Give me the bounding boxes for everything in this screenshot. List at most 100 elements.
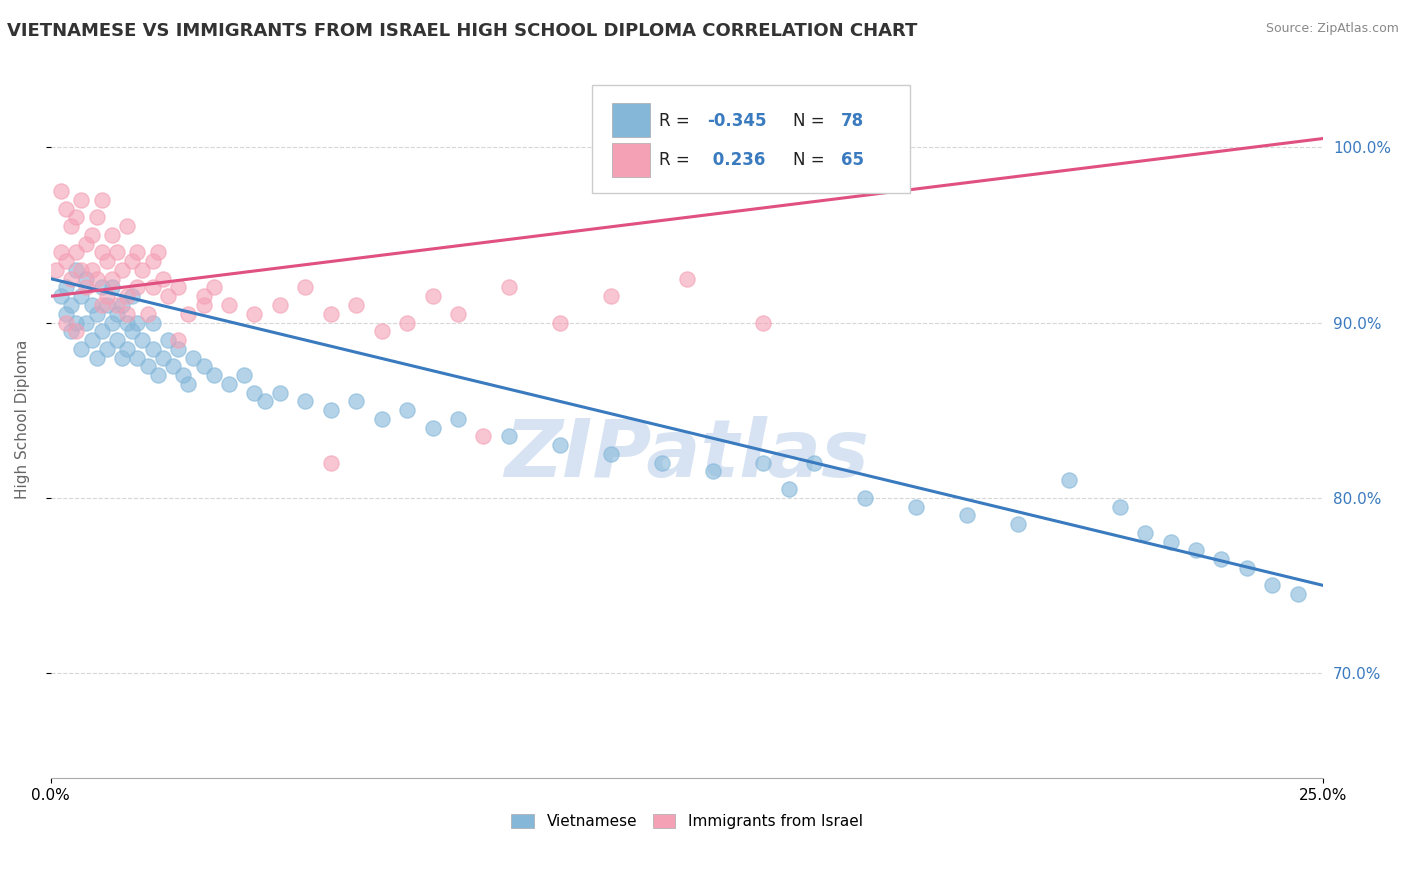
Point bbox=[447, 412, 470, 426]
Point bbox=[111, 351, 134, 365]
Point bbox=[146, 245, 169, 260]
Point bbox=[319, 456, 342, 470]
Point bbox=[75, 316, 97, 330]
Point bbox=[121, 289, 143, 303]
Point bbox=[86, 211, 108, 225]
Point bbox=[90, 280, 112, 294]
Point bbox=[127, 351, 149, 365]
Point bbox=[115, 316, 138, 330]
Point bbox=[70, 289, 93, 303]
Point bbox=[142, 254, 165, 268]
Point bbox=[127, 245, 149, 260]
FancyBboxPatch shape bbox=[612, 103, 650, 137]
Point bbox=[90, 245, 112, 260]
Point bbox=[142, 280, 165, 294]
Point bbox=[55, 307, 77, 321]
Point bbox=[136, 359, 159, 374]
Point bbox=[177, 307, 200, 321]
Text: VIETNAMESE VS IMMIGRANTS FROM ISRAEL HIGH SCHOOL DIPLOMA CORRELATION CHART: VIETNAMESE VS IMMIGRANTS FROM ISRAEL HIG… bbox=[7, 22, 917, 40]
Point bbox=[1108, 500, 1130, 514]
Point bbox=[136, 307, 159, 321]
Point bbox=[253, 394, 276, 409]
Point bbox=[121, 324, 143, 338]
Point bbox=[49, 184, 72, 198]
Point bbox=[152, 271, 174, 285]
Point bbox=[65, 245, 87, 260]
Point bbox=[49, 289, 72, 303]
Point bbox=[105, 307, 128, 321]
Point bbox=[60, 219, 83, 233]
Point bbox=[548, 316, 571, 330]
Point bbox=[396, 316, 419, 330]
Point bbox=[905, 500, 928, 514]
Point bbox=[60, 298, 83, 312]
Point bbox=[90, 193, 112, 207]
Point bbox=[599, 447, 621, 461]
Point bbox=[269, 298, 291, 312]
Point bbox=[142, 316, 165, 330]
Point bbox=[1007, 517, 1029, 532]
Point bbox=[55, 316, 77, 330]
Point bbox=[202, 368, 225, 383]
Point bbox=[193, 359, 215, 374]
Point bbox=[676, 271, 699, 285]
Point bbox=[370, 412, 392, 426]
Point bbox=[75, 271, 97, 285]
Point bbox=[90, 324, 112, 338]
Point bbox=[447, 307, 470, 321]
Point bbox=[101, 316, 124, 330]
Point bbox=[167, 342, 190, 356]
Point bbox=[319, 307, 342, 321]
Point bbox=[96, 289, 118, 303]
Point bbox=[803, 456, 825, 470]
Point bbox=[156, 333, 179, 347]
Point bbox=[956, 508, 979, 523]
Point bbox=[80, 263, 103, 277]
Point bbox=[55, 280, 77, 294]
Point bbox=[142, 342, 165, 356]
Point bbox=[162, 359, 184, 374]
Point bbox=[86, 307, 108, 321]
Text: 78: 78 bbox=[841, 112, 865, 129]
Point bbox=[80, 298, 103, 312]
Point bbox=[131, 333, 153, 347]
Text: ZIPatlas: ZIPatlas bbox=[505, 416, 869, 494]
Point bbox=[65, 316, 87, 330]
Point bbox=[422, 420, 444, 434]
Point bbox=[105, 245, 128, 260]
Point bbox=[269, 385, 291, 400]
Point bbox=[80, 333, 103, 347]
Point bbox=[1185, 543, 1208, 558]
Point bbox=[344, 298, 367, 312]
Point bbox=[121, 254, 143, 268]
Point bbox=[101, 227, 124, 242]
Point bbox=[177, 376, 200, 391]
Point bbox=[156, 289, 179, 303]
Legend: Vietnamese, Immigrants from Israel: Vietnamese, Immigrants from Israel bbox=[505, 808, 869, 835]
Point bbox=[131, 263, 153, 277]
Point bbox=[127, 280, 149, 294]
Point bbox=[101, 280, 124, 294]
Point bbox=[651, 456, 673, 470]
FancyBboxPatch shape bbox=[592, 85, 910, 193]
Point bbox=[1236, 561, 1258, 575]
Point bbox=[218, 298, 240, 312]
Point bbox=[60, 324, 83, 338]
Point bbox=[422, 289, 444, 303]
Point bbox=[80, 227, 103, 242]
Point bbox=[75, 280, 97, 294]
Point bbox=[1160, 534, 1182, 549]
Point bbox=[65, 211, 87, 225]
Point bbox=[115, 342, 138, 356]
Point bbox=[498, 280, 520, 294]
Point bbox=[167, 333, 190, 347]
Point bbox=[294, 280, 316, 294]
Text: N =: N = bbox=[793, 112, 830, 129]
Point bbox=[115, 219, 138, 233]
Point bbox=[752, 316, 775, 330]
Point bbox=[172, 368, 194, 383]
Point bbox=[1211, 552, 1233, 566]
Point bbox=[70, 263, 93, 277]
Point bbox=[243, 385, 266, 400]
Point bbox=[70, 193, 93, 207]
